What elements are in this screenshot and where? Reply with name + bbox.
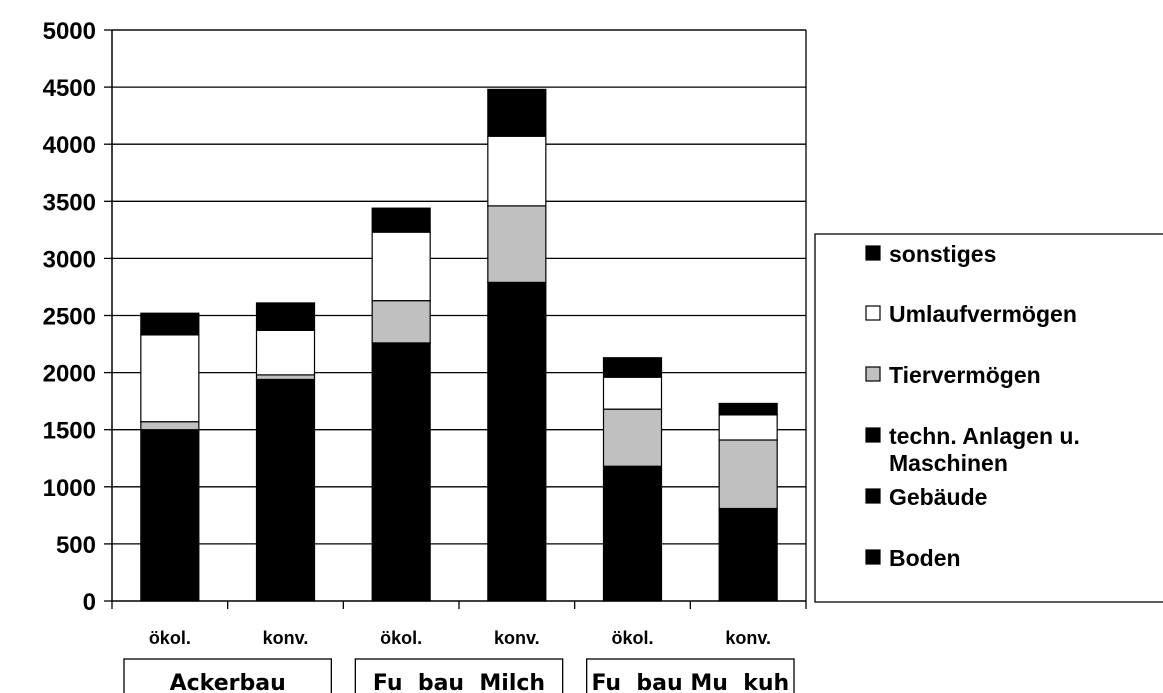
y-tick-label: 2000 [43, 361, 96, 388]
group-box [586, 658, 795, 693]
bar-segment [487, 135, 547, 207]
bar-segment [718, 439, 778, 510]
legend-swatch [865, 488, 881, 504]
bar-segment [602, 408, 663, 467]
legend-swatch [865, 549, 881, 565]
bar-segment [255, 378, 316, 602]
bar-segment [718, 507, 778, 602]
legend: sonstiges Umlaufvermögen Tiervermögen techn… [814, 233, 1163, 603]
y-tick-label: 1000 [43, 475, 96, 502]
x-tick-label: ökol. [611, 628, 653, 648]
legend-swatch [865, 305, 881, 321]
legend-swatch [865, 245, 881, 261]
y-tick-label: 5000 [43, 18, 96, 45]
bar-segment [371, 342, 431, 602]
bar-segment [718, 414, 778, 441]
bar-segment [371, 300, 431, 344]
x-tick-label: konv. [725, 628, 771, 648]
bar-segment [602, 357, 663, 378]
gridlines [112, 29, 806, 545]
x-tick-label: konv. [263, 628, 309, 648]
y-tick-label: 1500 [43, 418, 96, 445]
legend-swatch [865, 366, 881, 382]
y-tick-label: 0 [83, 589, 96, 616]
legend-label: Umlaufvermögen [889, 301, 1077, 327]
bar-segment [140, 421, 200, 431]
bar-segment [140, 429, 200, 602]
bar-segment [255, 329, 316, 376]
legend-label-line2: Maschinen [889, 450, 1008, 476]
y-tick-label: 4500 [43, 75, 96, 102]
bar-segment [718, 402, 778, 416]
bar-segment [487, 88, 547, 137]
category-groups: Ackerbau Fu bau Milch Fu bau Mu kuh [123, 658, 795, 693]
group-box [123, 658, 332, 693]
y-axis-tick-labels: 0 500 1000 1500 2000 2500 3000 3500 4000 4500 5000 [43, 18, 96, 616]
bar-segment [371, 207, 431, 233]
y-tick-label: 3000 [43, 246, 96, 273]
y-tick-label: 4000 [43, 132, 96, 159]
group-label: Fu bau Milch [373, 671, 545, 693]
bar-segment [602, 465, 663, 602]
x-tick-label: konv. [494, 628, 540, 648]
y-tick-label: 2500 [43, 304, 96, 331]
group-label: Ackerbau [170, 671, 286, 693]
bar-segment [140, 334, 200, 423]
bar-segment [255, 302, 316, 331]
bar-segment [371, 231, 431, 302]
axes [104, 29, 807, 609]
legend-label: Boden [889, 545, 961, 571]
legend-swatch [865, 427, 881, 443]
bar-segment [602, 376, 663, 410]
x-axis-tick-labels: ökol. konv. ökol. konv. ökol. konv. [149, 628, 771, 648]
y-tick-label: 3500 [43, 189, 96, 216]
legend-label: techn. Anlagen u. [889, 423, 1080, 449]
legend-label: sonstiges [889, 241, 996, 267]
bar-segment [487, 205, 547, 283]
group-box [354, 658, 564, 693]
group-label: Fu bau Mu kuh [592, 671, 790, 693]
legend-label: Tiervermögen [889, 362, 1041, 388]
y-tick-label: 500 [56, 532, 96, 559]
x-tick-label: ökol. [380, 628, 422, 648]
legend-label: Gebäude [889, 484, 987, 510]
bar-segment [255, 374, 316, 381]
legend-box [814, 233, 1163, 603]
bar-stacks [140, 88, 778, 602]
bar-segment [140, 312, 200, 336]
x-tick-label: ökol. [149, 628, 191, 648]
bar-segment [487, 281, 547, 602]
